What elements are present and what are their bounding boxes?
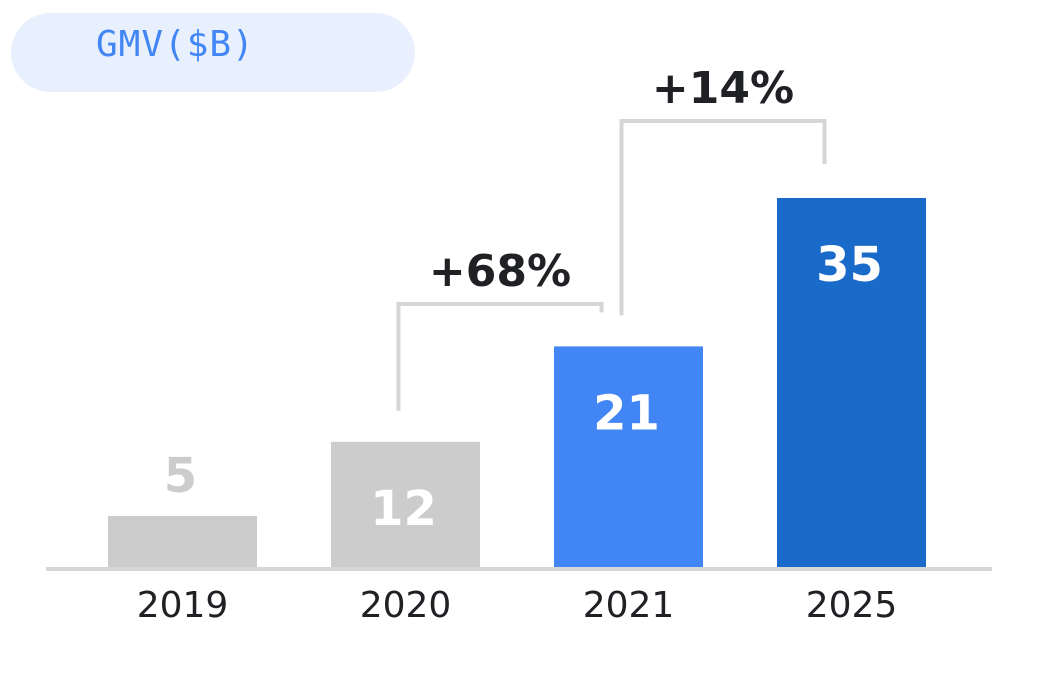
bar-value-label-2021: 21 (593, 385, 660, 441)
bar-value-labels: 5 12 21 35 (164, 237, 883, 537)
x-axis-tick-labels: 2019 2020 2021 2025 (137, 585, 898, 626)
bar-value-label-2025: 35 (816, 237, 883, 293)
bar-2025 (777, 198, 926, 569)
bar-2019 (108, 516, 257, 569)
growth-label-2020-2021: +68% (429, 246, 571, 297)
bar-2021 (554, 346, 703, 569)
growth-bracket-2020-2021 (396, 302, 604, 411)
x-tick-label-2025: 2025 (806, 585, 898, 626)
growth-bracket-2021-2025 (619, 119, 827, 316)
growth-brackets (396, 119, 827, 411)
x-tick-label-2021: 2021 (583, 585, 675, 626)
chart-title: GMV($B) (96, 24, 255, 65)
x-tick-label-2019: 2019 (137, 585, 229, 626)
x-tick-label-2020: 2020 (360, 585, 452, 626)
bars (108, 198, 926, 569)
growth-label-2021-2025: +14% (652, 63, 794, 114)
bar-2020 (331, 441, 480, 569)
bar-value-label-2020: 12 (370, 481, 437, 537)
bar-value-label-2019: 5 (164, 448, 197, 504)
chart-title-pill (11, 13, 415, 92)
growth-labels: +68% +14% (429, 63, 794, 297)
